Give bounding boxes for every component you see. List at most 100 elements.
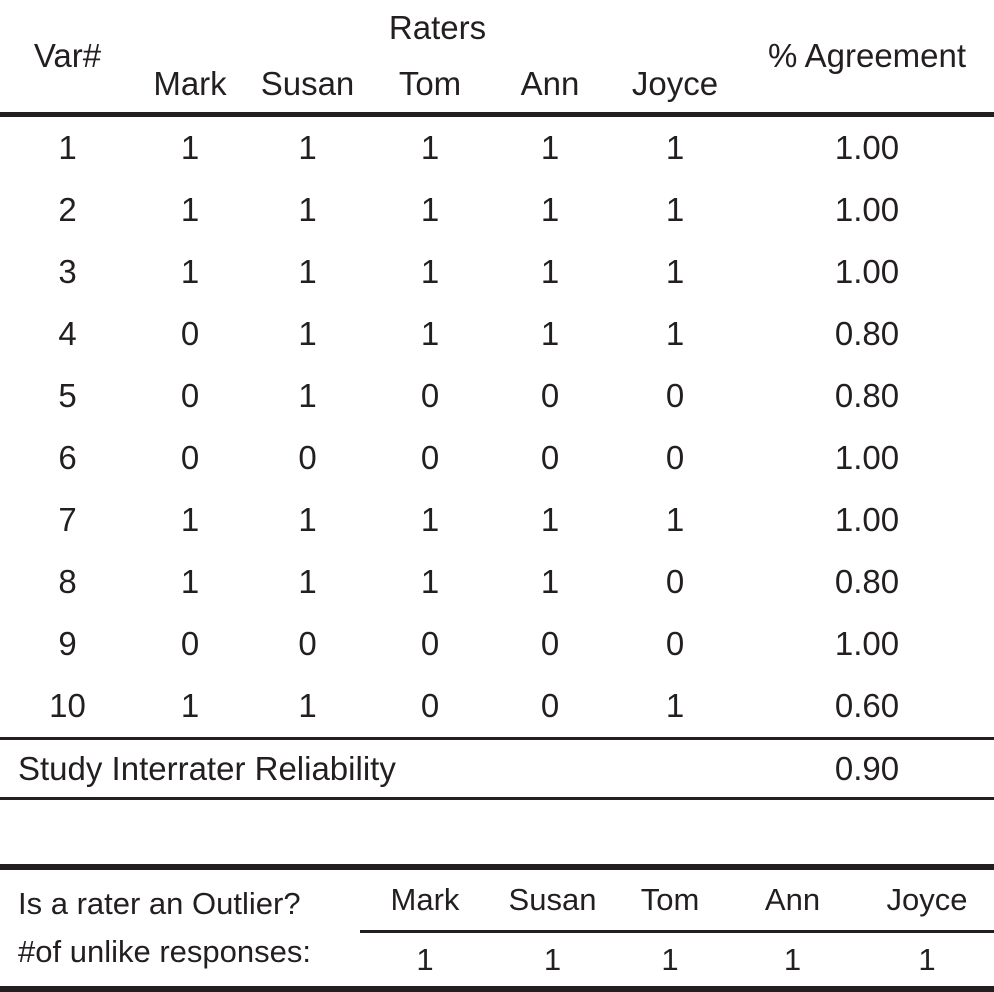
table-row: 9 0 0 0 0 0 1.00	[0, 613, 994, 675]
row-rating-cell: 1	[540, 563, 560, 600]
row-rating-cell: 0	[298, 625, 317, 662]
row-agreement-value: 0.80	[834, 377, 900, 414]
row-var-number: 8	[58, 563, 77, 600]
row-rating-cell: 1	[665, 129, 685, 166]
summary-value: 0.90	[834, 749, 900, 787]
row-rating-cell: 1	[298, 315, 317, 352]
outlier-value-susan: 1	[543, 941, 562, 977]
row-rating-cell: 0	[420, 439, 440, 476]
row-var-number: 2	[58, 191, 77, 228]
row-agreement-value: 1.00	[834, 439, 900, 476]
row-agreement-value: 1.00	[834, 625, 900, 662]
row-rating-cell: 0	[540, 439, 560, 476]
row-rating-cell: 1	[298, 129, 317, 166]
row-var-number: 9	[58, 625, 77, 662]
row-rating-cell: 0	[298, 439, 317, 476]
table-row: 10 1 1 0 0 1 0.60	[0, 675, 994, 737]
row-rating-cell: 1	[180, 191, 200, 228]
body-summary-divider-rule	[0, 737, 994, 740]
row-rating-cell: 1	[540, 191, 560, 228]
outlier-value-mark: 1	[416, 941, 434, 977]
outlier-rater-tom: Tom	[640, 882, 700, 917]
row-var-number: 10	[49, 687, 86, 724]
column-header-agreement: % Agreement	[767, 37, 967, 74]
outlier-section: Is a rater an Outlier? #of unlike respon…	[0, 870, 994, 986]
header-divider-rule	[0, 112, 994, 117]
row-rating-cell: 0	[665, 563, 685, 600]
row-rating-cell: 1	[540, 253, 560, 290]
row-rating-cell: 1	[180, 563, 200, 600]
column-header-rater-joyce: Joyce	[631, 65, 719, 102]
section-gap	[0, 800, 994, 864]
row-rating-cell: 1	[665, 191, 685, 228]
table-body: 1 1 1 1 1 1 1.00 2 1 1 1 1 1 1.00 3 1 1 1 1 1 1.00 4 0 1 1 1 1 0.80…	[0, 117, 994, 737]
row-rating-cell: 0	[180, 625, 200, 662]
row-agreement-value: 1.00	[834, 191, 900, 228]
row-rating-cell: 0	[180, 377, 200, 414]
row-var-number: 5	[58, 377, 77, 414]
row-rating-cell: 1	[420, 563, 440, 600]
outlier-unlike-counts: 1 1 1 1 1	[360, 933, 994, 986]
summary-row: Study Interrater Reliability 0.90	[0, 740, 994, 797]
row-rating-cell: 1	[298, 191, 317, 228]
row-rating-cell: 1	[420, 129, 440, 166]
row-rating-cell: 1	[298, 253, 317, 290]
row-var-number: 6	[58, 439, 77, 476]
row-rating-cell: 1	[540, 501, 560, 538]
table-row: 2 1 1 1 1 1 1.00	[0, 179, 994, 241]
row-rating-cell: 0	[540, 377, 560, 414]
outlier-rater-susan: Susan	[508, 882, 597, 917]
row-rating-cell: 1	[420, 253, 440, 290]
row-rating-cell: 1	[540, 129, 560, 166]
table-row: 1 1 1 1 1 1 1.00	[0, 117, 994, 179]
summary-bottom-rule	[0, 797, 994, 800]
row-rating-cell: 0	[420, 377, 440, 414]
outlier-rater-ann: Ann	[764, 882, 821, 917]
outlier-top-rule	[0, 864, 994, 870]
row-rating-cell: 1	[665, 687, 685, 724]
outlier-rater-names: Mark Susan Tom Ann Joyce	[360, 870, 994, 930]
table-header: Var# Raters % Agreement Mark Susan Tom A…	[0, 0, 994, 112]
outlier-rater-mark: Mark	[390, 882, 460, 917]
outlier-question: Is a rater an Outlier?	[18, 886, 301, 921]
row-rating-cell: 1	[298, 563, 317, 600]
table-row: 6 0 0 0 0 0 1.00	[0, 427, 994, 489]
bottom-rule	[0, 986, 994, 992]
column-header-rater-mark: Mark	[153, 65, 227, 102]
row-var-number: 7	[58, 501, 77, 538]
row-agreement-value: 0.80	[834, 315, 900, 352]
row-rating-cell: 0	[540, 687, 560, 724]
column-header-var: Var#	[33, 37, 102, 74]
summary-label: Study Interrater Reliability	[18, 749, 396, 787]
column-header-rater-susan: Susan	[260, 65, 355, 102]
row-rating-cell: 0	[180, 439, 200, 476]
row-rating-cell: 1	[298, 687, 317, 724]
row-rating-cell: 0	[665, 625, 685, 662]
raters-group-header: Raters	[388, 9, 487, 46]
row-rating-cell: 1	[298, 501, 317, 538]
row-rating-cell: 0	[540, 625, 560, 662]
outlier-labels: Is a rater an Outlier? #of unlike respon…	[0, 870, 360, 986]
row-agreement-value: 0.80	[834, 563, 900, 600]
row-var-number: 3	[58, 253, 77, 290]
row-rating-cell: 0	[665, 439, 685, 476]
table-row: 7 1 1 1 1 1 1.00	[0, 489, 994, 551]
table-row: 3 1 1 1 1 1 1.00	[0, 241, 994, 303]
table-row: 5 0 1 0 0 0 0.80	[0, 365, 994, 427]
row-rating-cell: 1	[180, 501, 200, 538]
outlier-values-block: Mark Susan Tom Ann Joyce 1 1 1 1 1	[360, 870, 994, 986]
outlier-rater-joyce: Joyce	[886, 882, 968, 917]
row-rating-cell: 0	[420, 625, 440, 662]
row-var-number: 4	[58, 315, 77, 352]
row-rating-cell: 0	[420, 687, 440, 724]
table-row: 4 0 1 1 1 1 0.80	[0, 303, 994, 365]
row-rating-cell: 1	[180, 253, 200, 290]
row-rating-cell: 1	[298, 377, 317, 414]
row-agreement-value: 1.00	[834, 253, 900, 290]
row-agreement-value: 0.60	[834, 687, 900, 724]
row-rating-cell: 1	[420, 315, 440, 352]
row-agreement-value: 1.00	[834, 501, 900, 538]
row-rating-cell: 0	[180, 315, 200, 352]
row-rating-cell: 1	[540, 315, 560, 352]
row-rating-cell: 1	[180, 687, 200, 724]
